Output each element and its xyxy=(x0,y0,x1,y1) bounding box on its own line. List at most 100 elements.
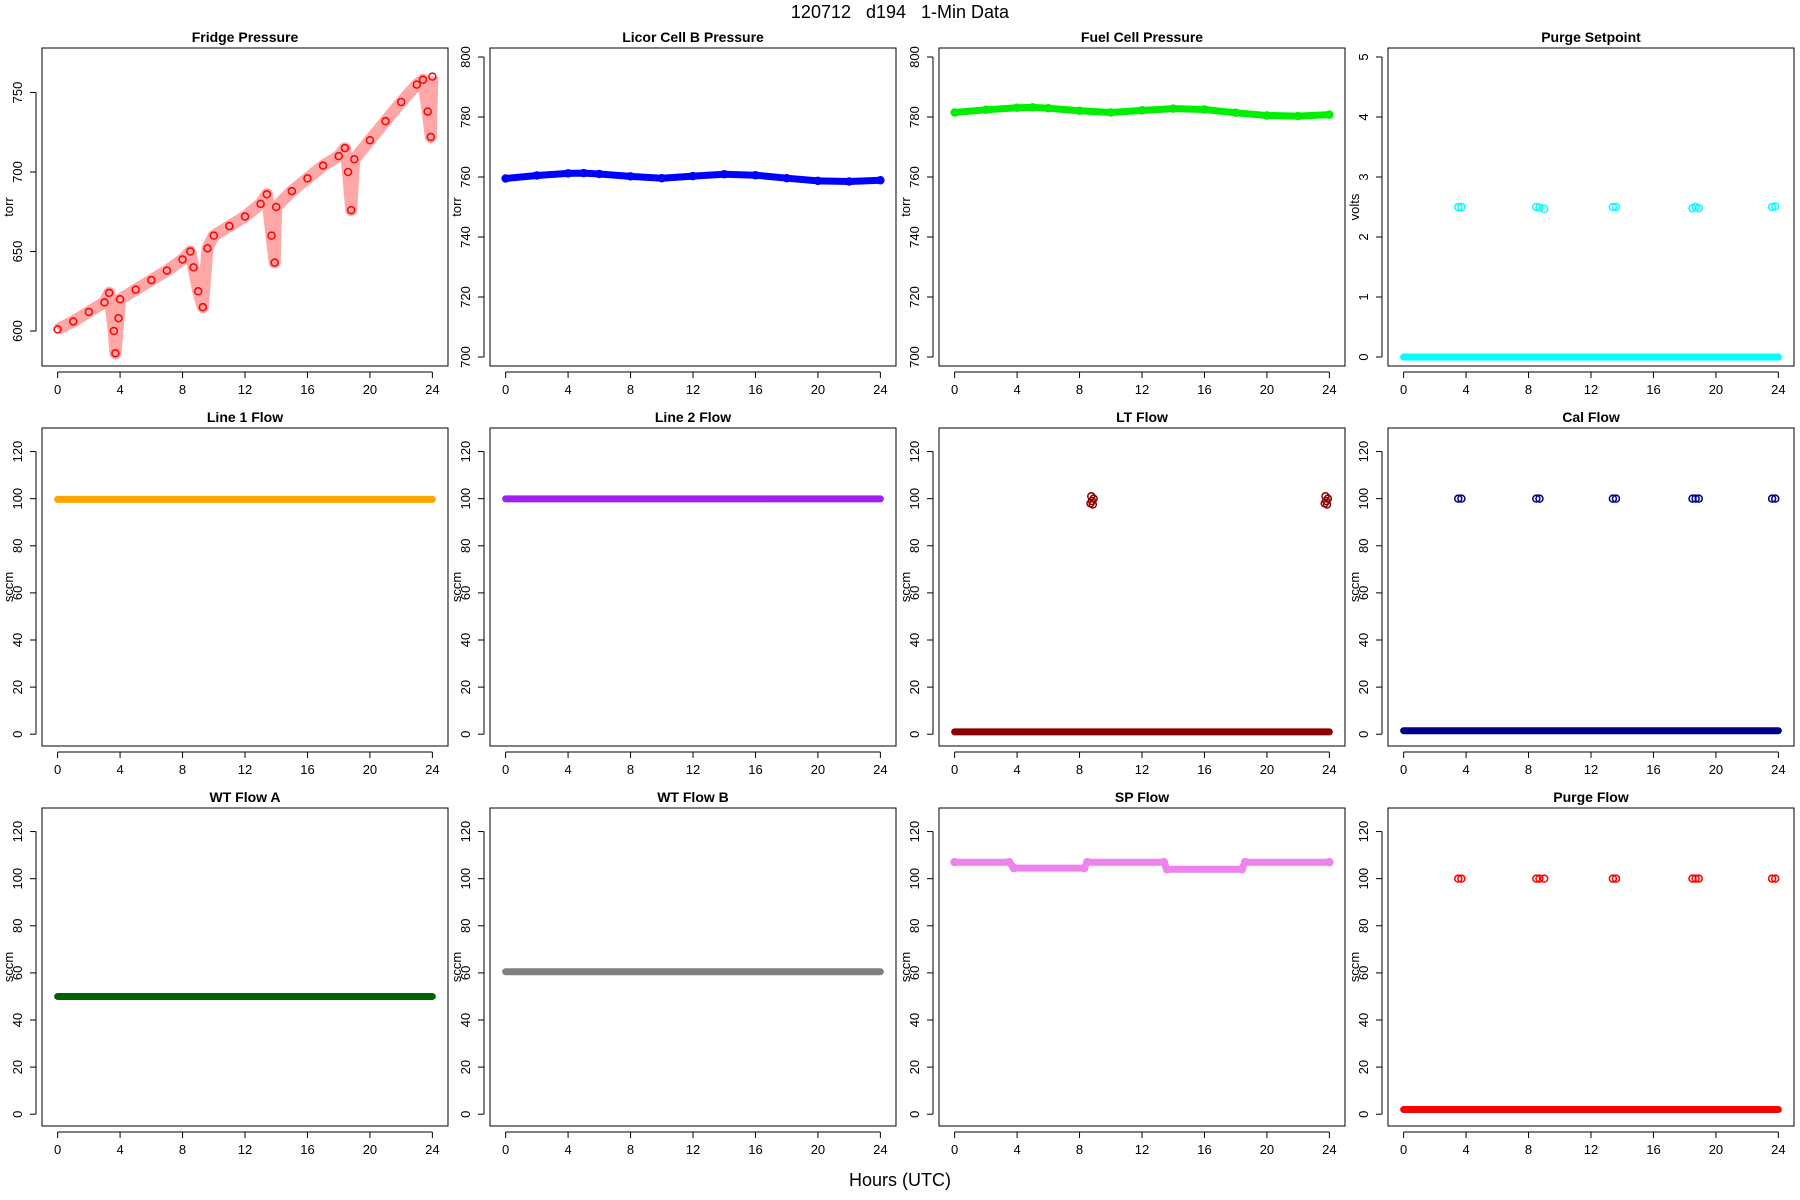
x-tick-label: 20 xyxy=(811,382,825,397)
x-tick-label: 24 xyxy=(873,762,887,777)
data-point xyxy=(1137,106,1147,115)
y-tick-label: 40 xyxy=(1356,1013,1371,1027)
y-tick-label: 120 xyxy=(458,441,473,463)
data-point xyxy=(1688,494,1697,503)
y-tick-label: 0 xyxy=(1356,731,1371,738)
data-point xyxy=(1162,864,1172,874)
panel-title: Cal Flow xyxy=(1562,409,1620,425)
chart-panel: WT Flow A 0 4 8 12 16 20 24 0 20 40 60 80 100 120 sccm xyxy=(1,789,449,1157)
y-tick-label: 120 xyxy=(907,821,922,843)
y-tick-label: 0 xyxy=(907,1111,922,1118)
y-tick-label: 100 xyxy=(1356,488,1371,510)
series-trace xyxy=(54,73,439,360)
plot-frame xyxy=(938,47,1346,367)
x-tick-label: 0 xyxy=(951,1142,958,1157)
y-tick-label: 80 xyxy=(907,539,922,553)
x-tick-label: 24 xyxy=(1771,762,1785,777)
x-tick-label: 12 xyxy=(686,1142,700,1157)
x-tick-label: 20 xyxy=(1709,762,1723,777)
data-point xyxy=(1539,874,1549,883)
x-tick-label: 0 xyxy=(1400,382,1407,397)
data-point xyxy=(1454,494,1463,503)
data-point xyxy=(1608,202,1618,212)
data-point xyxy=(381,116,390,126)
y-tick-label: 60 xyxy=(458,586,473,600)
plot-frame xyxy=(1387,427,1795,747)
data-point xyxy=(186,247,195,256)
y-tick-label: 20 xyxy=(458,1060,473,1074)
x-tick-label: 8 xyxy=(1076,1142,1083,1157)
y-tick-label: 60 xyxy=(907,586,922,600)
data-point xyxy=(950,857,959,867)
y-axis-label: torr xyxy=(1,197,16,217)
y-tick-label: 20 xyxy=(907,1060,922,1074)
data-point xyxy=(595,169,604,179)
x-tick-label: 20 xyxy=(811,1142,825,1157)
data-point xyxy=(104,288,114,298)
x-tick-label: 24 xyxy=(873,1142,887,1157)
y-tick-label: 80 xyxy=(1356,539,1371,553)
data-point xyxy=(68,317,78,326)
y-tick-label: 700 xyxy=(458,346,473,368)
data-point xyxy=(115,294,125,304)
y-tick-label: 4 xyxy=(1356,113,1371,120)
data-point xyxy=(1323,494,1333,503)
x-tick-label: 16 xyxy=(1646,382,1660,397)
x-tick-label: 12 xyxy=(1135,382,1149,397)
data-point xyxy=(1321,492,1330,501)
x-tick-label: 20 xyxy=(1709,382,1723,397)
x-tick-label: 20 xyxy=(1260,382,1274,397)
x-tick-label: 4 xyxy=(1013,762,1020,777)
x-tick-label: 16 xyxy=(1646,1142,1660,1157)
data-point xyxy=(1088,500,1098,509)
chart-panel: Licor Cell B Pressure 0 4 8 12 16 20 24 700 720 74… xyxy=(449,29,897,397)
data-point xyxy=(418,75,428,85)
x-tick-label: 8 xyxy=(1525,762,1532,777)
data-point xyxy=(657,173,667,183)
y-tick-label: 5 xyxy=(1356,53,1371,60)
x-tick-label: 24 xyxy=(425,1142,439,1157)
panel-title: Fuel Cell Pressure xyxy=(1081,29,1203,45)
data-point xyxy=(1611,202,1621,212)
data-point xyxy=(1262,111,1272,120)
panel-title: Line 1 Flow xyxy=(207,409,283,425)
plot-frame xyxy=(1387,47,1795,367)
x-tick-label: 8 xyxy=(1525,1142,1532,1157)
y-axis-label: sccm xyxy=(1347,952,1362,982)
data-point xyxy=(426,132,436,142)
y-axis-label: sccm xyxy=(1,952,16,982)
x-tick-label: 12 xyxy=(1584,382,1598,397)
y-tick-label: 0 xyxy=(10,731,25,738)
x-tick-label: 20 xyxy=(1709,1142,1723,1157)
chart-panel: SP Flow 0 4 8 12 16 20 24 0 20 40 60 80 100 120 sccm xyxy=(898,789,1346,1157)
data-point xyxy=(340,143,350,153)
data-point xyxy=(719,170,729,179)
x-tick-label: 8 xyxy=(179,382,186,397)
data-point xyxy=(1771,494,1780,503)
data-point xyxy=(423,107,432,116)
x-axis-caption: Hours (UTC) xyxy=(849,1170,951,1190)
x-tick-label: 4 xyxy=(1013,1142,1020,1157)
x-tick-label: 0 xyxy=(54,382,61,397)
data-point xyxy=(1611,874,1621,883)
data-point xyxy=(1532,494,1541,503)
data-point xyxy=(412,80,422,89)
x-tick-label: 8 xyxy=(1076,382,1083,397)
x-tick-label: 0 xyxy=(1400,762,1407,777)
chart-panel: Line 2 Flow 0 4 8 12 16 20 24 0 20 40 60 80 100 120 scc… xyxy=(449,409,897,777)
data-point xyxy=(1532,202,1541,212)
data-point xyxy=(131,285,140,294)
x-tick-label: 4 xyxy=(116,762,123,777)
data-point xyxy=(225,221,234,231)
data-point xyxy=(1325,857,1334,867)
y-tick-label: 700 xyxy=(10,161,25,183)
x-tick-label: 24 xyxy=(1771,382,1785,397)
data-point xyxy=(346,205,356,215)
x-tick-label: 24 xyxy=(873,382,887,397)
x-tick-label: 0 xyxy=(54,1142,61,1157)
data-point xyxy=(1535,874,1544,883)
data-point xyxy=(53,325,62,334)
data-point xyxy=(334,151,343,161)
